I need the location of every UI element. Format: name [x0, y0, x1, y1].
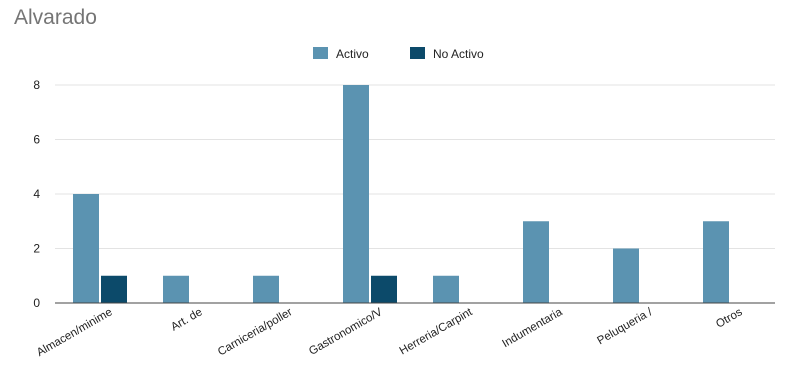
x-category-label: Herreria/Carpint — [398, 306, 476, 358]
x-category-label: Art. de — [169, 306, 204, 333]
x-category-label: Otros — [714, 306, 745, 331]
x-axis-categories: Almacen/minime Art. de Carniceria/poller Ga… — [35, 306, 745, 359]
y-tick-label: 6 — [33, 133, 40, 147]
bar-no-activo — [101, 275, 127, 303]
chart-title: Alvarado — [14, 6, 97, 29]
bar-activo — [703, 221, 729, 303]
legend-label: Activo — [336, 47, 369, 61]
y-tick-label: 0 — [33, 296, 40, 310]
y-axis-ticks: 0 2 4 6 8 — [33, 78, 40, 310]
y-tick-label: 2 — [33, 242, 40, 256]
bar-activo — [73, 194, 99, 303]
bar-activo — [253, 275, 279, 303]
y-tick-label: 8 — [33, 78, 40, 92]
bar-activo — [343, 85, 369, 303]
bars — [73, 85, 729, 303]
y-tick-label: 4 — [33, 187, 40, 201]
x-category-label: Almacen/minime — [35, 306, 115, 359]
bar-activo — [433, 275, 459, 303]
bar-activo — [613, 248, 639, 303]
legend: Activo No Activo — [313, 47, 484, 61]
bar-activo — [163, 275, 189, 303]
x-category-label: Indumentaria — [500, 306, 565, 350]
grid-lines — [55, 84, 775, 249]
x-category-label: Peluqueria / — [595, 306, 655, 347]
bar-no-activo — [371, 275, 397, 303]
x-category-label: Gastronomico/V — [307, 306, 385, 358]
legend-swatch — [313, 47, 328, 59]
legend-swatch — [410, 47, 425, 59]
x-category-label: Carniceria/poller — [216, 306, 295, 358]
legend-label: No Activo — [433, 47, 484, 61]
bar-activo — [523, 221, 549, 303]
